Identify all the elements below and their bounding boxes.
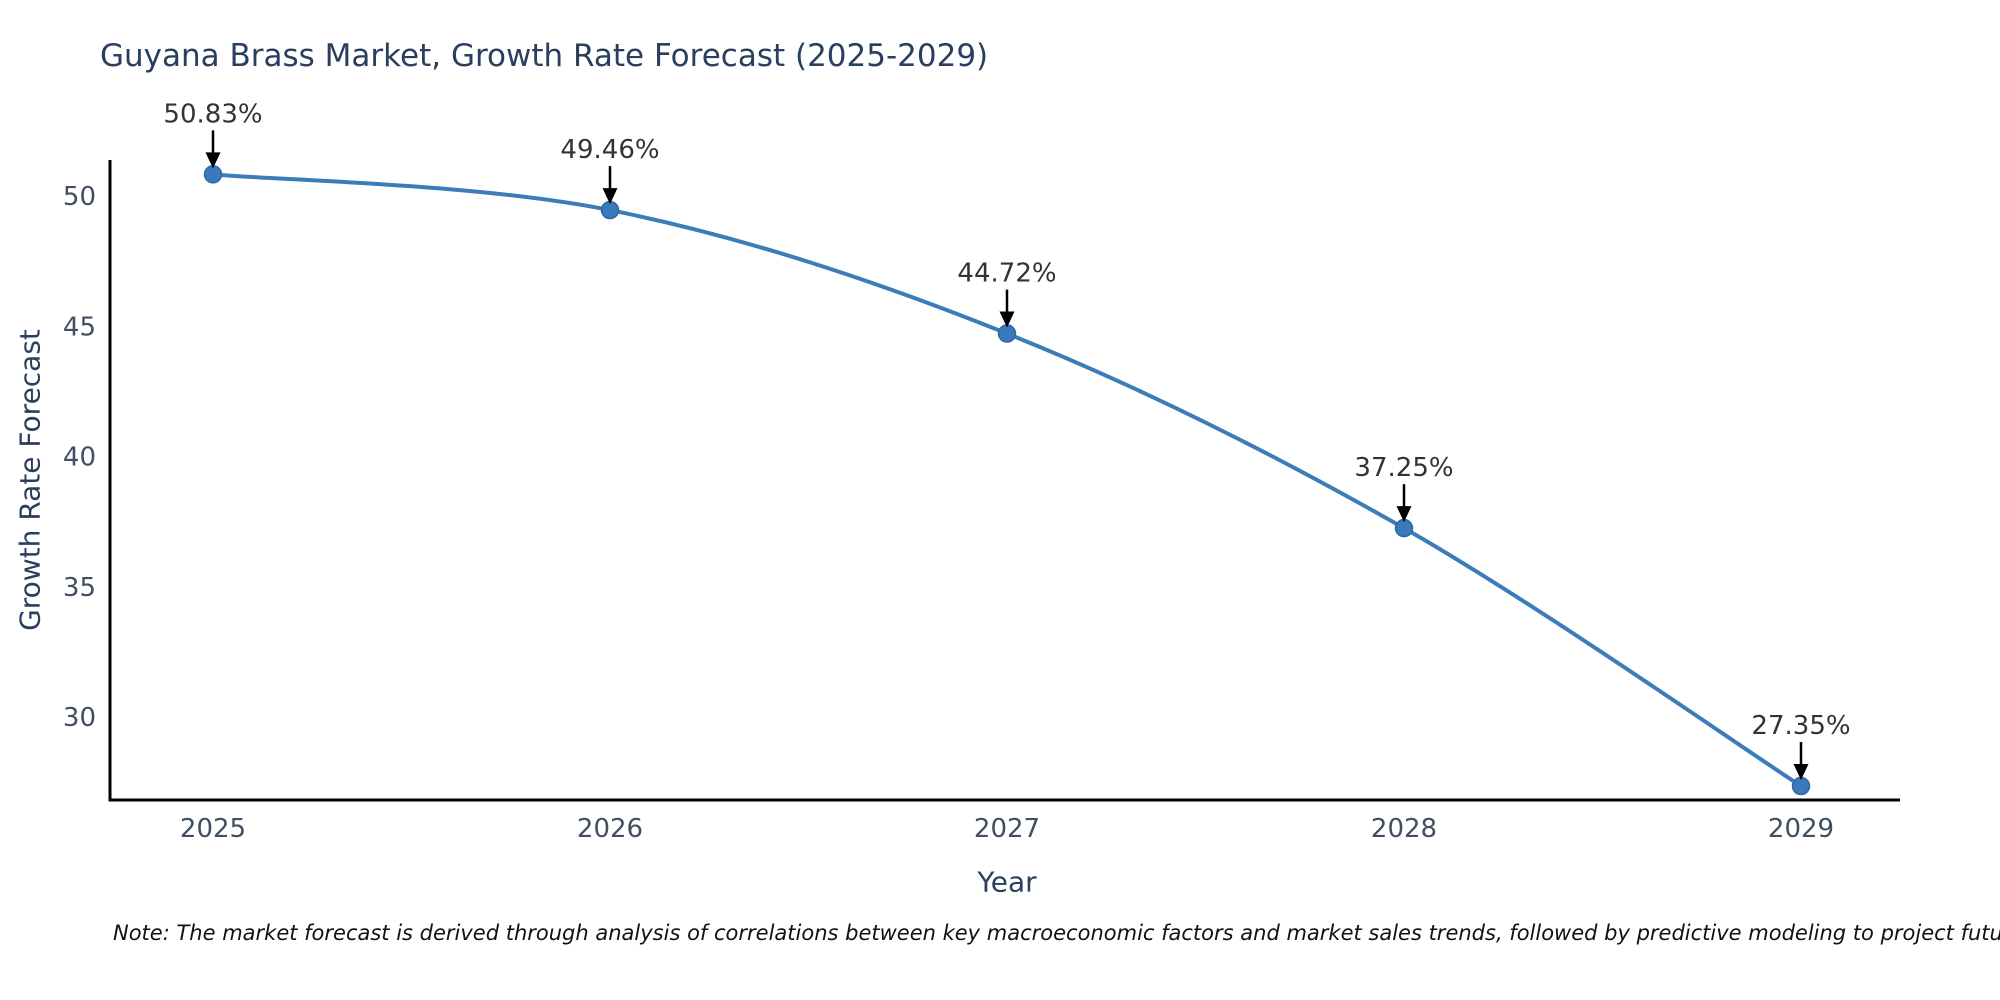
x-tick-label: 2028 bbox=[1371, 814, 1437, 844]
data-point-marker bbox=[997, 324, 1017, 343]
annotation-arrowhead bbox=[999, 311, 1015, 328]
annotation-label: 37.25% bbox=[1354, 453, 1453, 483]
footnote: Note: The market forecast is derived thr… bbox=[113, 921, 2000, 945]
x-tick-label: 2027 bbox=[974, 814, 1040, 844]
forecast-line bbox=[211, 172, 1803, 789]
data-point-marker bbox=[203, 165, 223, 184]
chart-title: Guyana Brass Market, Growth Rate Forecas… bbox=[100, 38, 989, 74]
annotation-arrowhead bbox=[1793, 764, 1809, 781]
annotation-label: 27.35% bbox=[1751, 711, 1850, 741]
y-tick-label: 45 bbox=[63, 312, 96, 342]
y-tick-label: 40 bbox=[63, 443, 96, 473]
annotation-label: 49.46% bbox=[560, 135, 659, 165]
x-tick-label: 2026 bbox=[577, 814, 643, 844]
y-tick-label: 35 bbox=[63, 573, 96, 603]
x-tick-label: 2025 bbox=[180, 814, 246, 844]
data-point-marker bbox=[1394, 518, 1414, 538]
x-tick-label: 2029 bbox=[1768, 814, 1834, 844]
annotation-label: 50.83% bbox=[163, 99, 262, 129]
data-point-marker bbox=[1791, 776, 1811, 796]
annotation-arrowhead bbox=[602, 188, 618, 205]
annotation-arrowhead bbox=[1396, 506, 1412, 523]
x-axis-title: Year bbox=[977, 865, 1037, 899]
data-point-marker bbox=[600, 200, 620, 220]
y-tick-label: 50 bbox=[63, 182, 96, 212]
y-axis-title: Growth Rate Forecast bbox=[13, 329, 47, 631]
annotation-arrowhead bbox=[205, 152, 221, 169]
annotation-label: 44.72% bbox=[957, 259, 1056, 289]
y-tick-label: 30 bbox=[63, 703, 96, 733]
